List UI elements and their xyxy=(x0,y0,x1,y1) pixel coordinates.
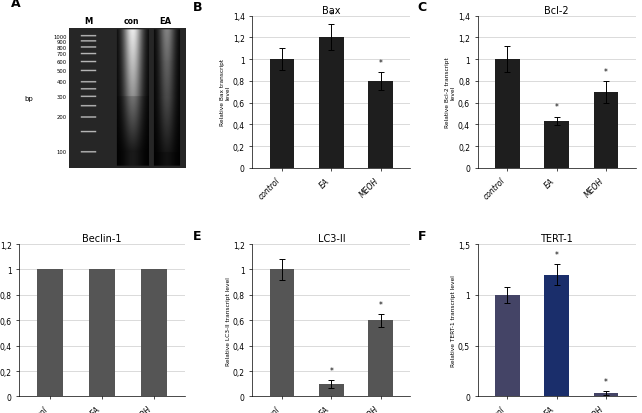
Y-axis label: Relative Bcl-2 transcript
level: Relative Bcl-2 transcript level xyxy=(445,57,456,128)
Text: *: * xyxy=(329,11,333,20)
Text: con: con xyxy=(124,17,139,26)
Bar xyxy=(495,60,519,169)
Text: *: * xyxy=(555,250,559,259)
Text: C: C xyxy=(418,1,427,14)
Y-axis label: Relative Bax transcript
level: Relative Bax transcript level xyxy=(220,59,230,126)
Title: LC3-II: LC3-II xyxy=(318,234,345,244)
Bar xyxy=(594,394,618,396)
Text: 300: 300 xyxy=(56,95,67,100)
Text: bp: bp xyxy=(25,95,33,102)
Text: B: B xyxy=(193,1,202,14)
Text: E: E xyxy=(193,229,201,242)
Text: *: * xyxy=(555,103,559,112)
Bar xyxy=(141,270,167,396)
Text: 100: 100 xyxy=(56,150,67,155)
Bar xyxy=(369,320,393,396)
Y-axis label: Relative TERT-1 transcript level: Relative TERT-1 transcript level xyxy=(451,275,456,366)
Y-axis label: Relative LC3-II transcript level: Relative LC3-II transcript level xyxy=(225,276,230,365)
Text: *: * xyxy=(604,377,608,386)
Text: *: * xyxy=(604,67,608,76)
Text: 500: 500 xyxy=(56,69,67,74)
Title: Bcl-2: Bcl-2 xyxy=(544,6,569,16)
Bar xyxy=(270,270,295,396)
Text: *: * xyxy=(379,300,383,309)
Text: *: * xyxy=(329,366,333,375)
Title: Beclin-1: Beclin-1 xyxy=(82,234,122,244)
Bar xyxy=(319,384,343,396)
Bar xyxy=(270,60,295,169)
Text: 900: 900 xyxy=(56,40,67,45)
Text: 200: 200 xyxy=(56,115,67,120)
Title: TERT-1: TERT-1 xyxy=(541,234,573,244)
Bar xyxy=(544,275,569,396)
Text: M: M xyxy=(84,17,92,26)
Text: 1000: 1000 xyxy=(53,35,67,40)
Text: *: * xyxy=(379,59,383,68)
Text: A: A xyxy=(11,0,21,10)
Bar xyxy=(544,122,569,169)
Text: F: F xyxy=(418,229,426,242)
Title: Bax: Bax xyxy=(322,6,341,16)
Bar xyxy=(495,295,519,396)
Bar xyxy=(369,82,393,169)
Bar xyxy=(37,270,64,396)
Bar xyxy=(319,38,343,169)
Text: 400: 400 xyxy=(56,80,67,85)
Text: 700: 700 xyxy=(56,52,67,57)
Text: 800: 800 xyxy=(56,46,67,51)
Text: EA: EA xyxy=(160,17,172,26)
Text: 600: 600 xyxy=(56,60,67,65)
Bar xyxy=(89,270,115,396)
Bar xyxy=(594,93,618,169)
